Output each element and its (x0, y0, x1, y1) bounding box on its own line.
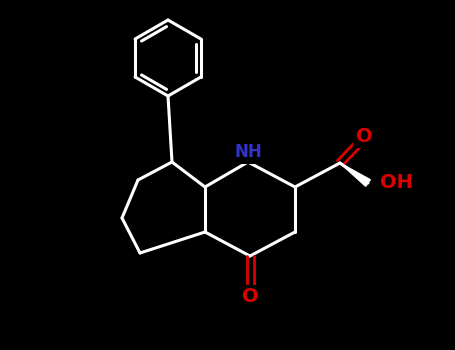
Text: OH: OH (380, 174, 413, 192)
Text: O: O (242, 287, 258, 307)
Text: NH: NH (234, 143, 262, 161)
Text: O: O (356, 126, 372, 146)
Polygon shape (340, 163, 370, 186)
